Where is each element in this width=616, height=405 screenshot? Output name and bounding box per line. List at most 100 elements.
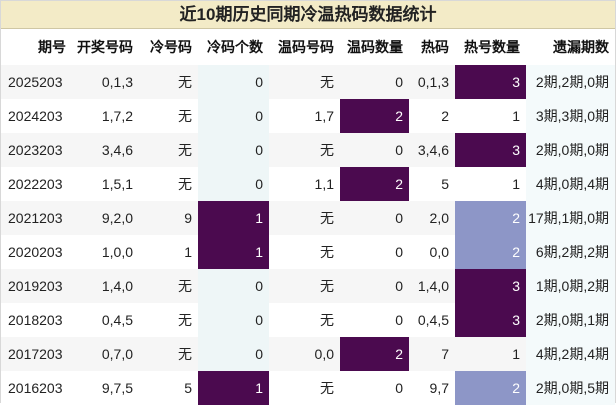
cell-cold-numbers: 1 [139, 235, 198, 269]
cell-missed-periods: 3期,3期,0期 [526, 99, 615, 133]
cell-cold-count: 0 [198, 303, 269, 337]
cell-missed-periods: 6期,2期,2期 [526, 235, 615, 269]
header-warm-numbers: 温码号码 [269, 29, 340, 65]
cell-hot-count: 1 [455, 99, 526, 133]
cell-warm-count: 0 [340, 371, 409, 405]
cell-hot-count: 3 [455, 269, 526, 303]
cell-cold-count: 1 [198, 201, 269, 235]
cell-missed-periods: 4期,0期,4期 [526, 167, 615, 201]
table-row: 2021203 9,2,0 9 1 无 0 2,0 2 17期,1期,0期 [1, 201, 615, 235]
cell-cold-numbers: 9 [139, 201, 198, 235]
cell-warm-numbers: 无 [269, 235, 340, 269]
cell-warm-count: 2 [340, 167, 409, 201]
table-row: 2019203 1,4,0 无 0 无 0 1,4,0 3 1期,0期,2期 [1, 269, 615, 303]
cell-hot-numbers: 1,4,0 [409, 269, 455, 303]
table-row: 2018203 0,4,5 无 0 无 0 0,4,5 3 2期,0期,1期 [1, 303, 615, 337]
cell-issue: 2018203 [1, 303, 72, 337]
cell-warm-count: 0 [340, 269, 409, 303]
header-hot-count: 热号数量 [455, 29, 526, 65]
cell-issue: 2023203 [1, 133, 72, 167]
cell-draw-numbers: 0,1,3 [72, 65, 139, 99]
cell-draw-numbers: 0,7,0 [72, 337, 139, 371]
table-row: 2022203 1,5,1 无 0 1,1 2 5 1 4期,0期,4期 [1, 167, 615, 201]
cell-hot-count: 2 [455, 371, 526, 405]
cell-cold-numbers: 无 [139, 65, 198, 99]
cell-cold-count: 0 [198, 167, 269, 201]
cell-warm-numbers: 无 [269, 65, 340, 99]
header-warm-count: 温码数量 [340, 29, 409, 65]
cell-warm-count: 0 [340, 201, 409, 235]
cell-cold-count: 0 [198, 65, 269, 99]
cell-issue: 2019203 [1, 269, 72, 303]
cell-warm-numbers: 无 [269, 371, 340, 405]
cell-cold-numbers: 无 [139, 167, 198, 201]
cell-issue: 2017203 [1, 337, 72, 371]
cell-hot-numbers: 9,7 [409, 371, 455, 405]
cell-draw-numbers: 1,7,2 [72, 99, 139, 133]
cell-cold-count: 0 [198, 133, 269, 167]
cell-cold-count: 1 [198, 235, 269, 269]
cell-hot-numbers: 2,0 [409, 201, 455, 235]
table-row: 2025203 0,1,3 无 0 无 0 0,1,3 3 2期,2期,0期 [1, 65, 615, 99]
cell-hot-count: 3 [455, 133, 526, 167]
cell-cold-count: 0 [198, 269, 269, 303]
table-row: 2023203 3,4,6 无 0 无 0 3,4,6 3 2期,0期,0期 [1, 133, 615, 167]
cell-hot-count: 3 [455, 303, 526, 337]
cell-hot-numbers: 0,0 [409, 235, 455, 269]
cell-warm-count: 0 [340, 133, 409, 167]
cell-hot-numbers: 0,4,5 [409, 303, 455, 337]
cell-draw-numbers: 1,5,1 [72, 167, 139, 201]
header-draw-numbers: 开奖号码 [72, 29, 139, 65]
cell-hot-count: 1 [455, 167, 526, 201]
table-row: 2020203 1,0,0 1 1 无 0 0,0 2 6期,2期,2期 [1, 235, 615, 269]
cell-cold-numbers: 无 [139, 337, 198, 371]
header-missed-periods: 遗漏期数 [526, 29, 615, 65]
cell-missed-periods: 1期,0期,2期 [526, 269, 615, 303]
cell-hot-count: 1 [455, 337, 526, 371]
cell-missed-periods: 2期,0期,0期 [526, 133, 615, 167]
cell-draw-numbers: 0,4,5 [72, 303, 139, 337]
cell-warm-count: 2 [340, 337, 409, 371]
header-cold-numbers: 冷号码 [139, 29, 198, 65]
cell-draw-numbers: 9,2,0 [72, 201, 139, 235]
cell-hot-numbers: 5 [409, 167, 455, 201]
cell-draw-numbers: 3,4,6 [72, 133, 139, 167]
cell-warm-numbers: 无 [269, 269, 340, 303]
cell-issue: 2022203 [1, 167, 72, 201]
cell-missed-periods: 2期,0期,5期 [526, 371, 615, 405]
cell-cold-numbers: 5 [139, 371, 198, 405]
cell-hot-count: 3 [455, 65, 526, 99]
header-hot-numbers: 热码 [409, 29, 455, 65]
cell-cold-count: 1 [198, 371, 269, 405]
cell-issue: 2020203 [1, 235, 72, 269]
cell-draw-numbers: 9,7,5 [72, 371, 139, 405]
cell-cold-numbers: 无 [139, 133, 198, 167]
cell-warm-numbers: 0,0 [269, 337, 340, 371]
cell-warm-numbers: 无 [269, 303, 340, 337]
cell-hot-numbers: 3,4,6 [409, 133, 455, 167]
cell-cold-count: 0 [198, 99, 269, 133]
cell-missed-periods: 2期,2期,0期 [526, 65, 615, 99]
header-row: 期号 开奖号码 冷号码 冷码个数 温码号码 温码数量 热码 热号数量 遗漏期数 [1, 29, 615, 65]
header-issue: 期号 [1, 29, 72, 65]
cell-missed-periods: 17期,1期,0期 [526, 201, 615, 235]
cell-draw-numbers: 1,4,0 [72, 269, 139, 303]
cell-warm-numbers: 1,1 [269, 167, 340, 201]
table-row: 2017203 0,7,0 无 0 0,0 2 7 1 4期,2期,4期 [1, 337, 615, 371]
cell-hot-numbers: 2 [409, 99, 455, 133]
cell-cold-numbers: 无 [139, 303, 198, 337]
cell-warm-count: 2 [340, 99, 409, 133]
cell-issue: 2021203 [1, 201, 72, 235]
cell-issue: 2024203 [1, 99, 72, 133]
cell-warm-numbers: 无 [269, 201, 340, 235]
cell-warm-numbers: 1,7 [269, 99, 340, 133]
cell-cold-numbers: 无 [139, 269, 198, 303]
cell-warm-numbers: 无 [269, 133, 340, 167]
cell-cold-numbers: 无 [139, 99, 198, 133]
cell-issue: 2025203 [1, 65, 72, 99]
cell-hot-numbers: 7 [409, 337, 455, 371]
cell-warm-count: 0 [340, 65, 409, 99]
stats-table: 期号 开奖号码 冷号码 冷码个数 温码号码 温码数量 热码 热号数量 遗漏期数 … [1, 29, 615, 405]
cell-cold-count: 0 [198, 337, 269, 371]
